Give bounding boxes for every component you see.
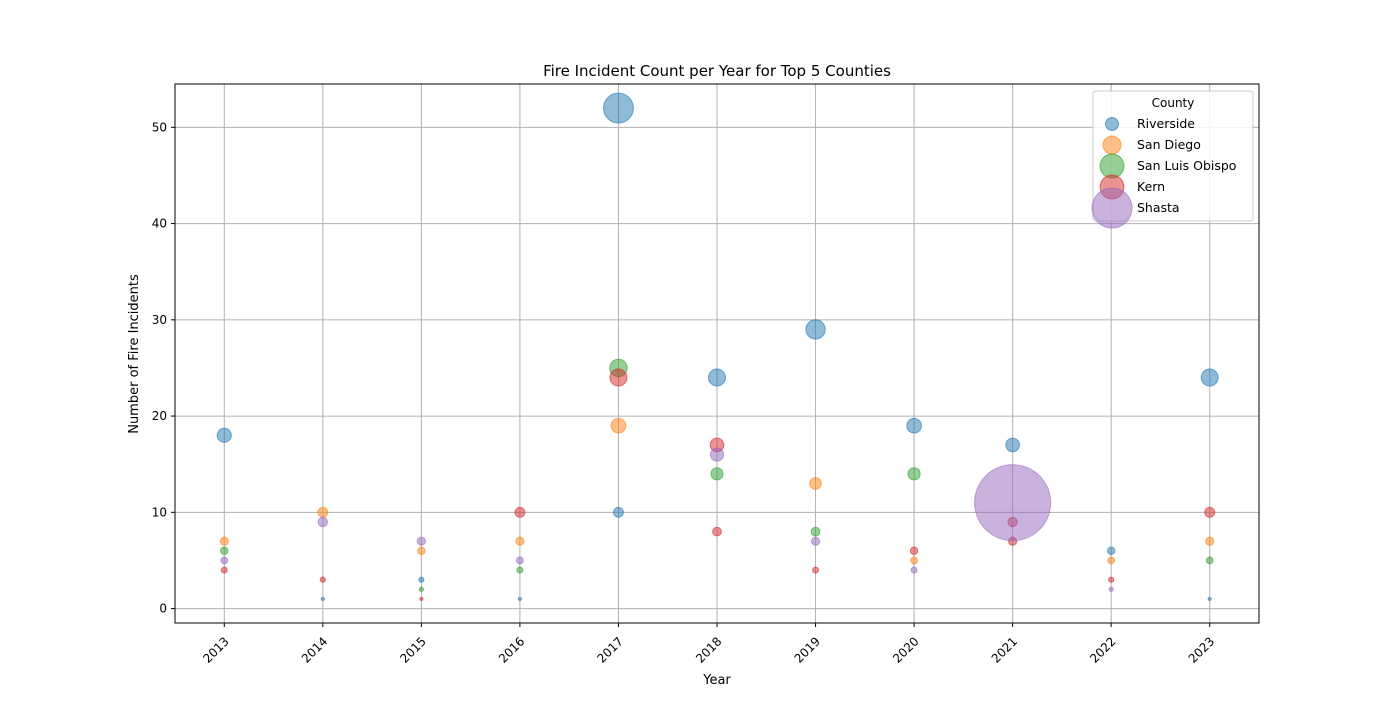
data-points [216, 92, 1219, 602]
legend-box [1092, 90, 1254, 222]
data-point-san-diego [610, 417, 627, 434]
x-tick-label: 2014 [299, 634, 330, 665]
data-point-riverside [805, 319, 826, 340]
data-point-san-diego [1107, 556, 1116, 565]
data-point-shasta [910, 566, 918, 574]
y-tick-label: 50 [152, 120, 167, 134]
data-point-san-diego [317, 506, 329, 518]
data-point-kern [220, 566, 228, 574]
data-point-kern [812, 566, 820, 574]
legend-label: Riverside [1137, 116, 1195, 131]
data-point-san-diego [910, 556, 918, 565]
data-point-riverside [320, 596, 325, 602]
data-point-shasta [1108, 586, 1114, 592]
data-point-riverside [707, 368, 727, 387]
y-axis-label: Number of Fire Incidents [127, 274, 142, 434]
data-point-kern [609, 368, 628, 387]
x-tick-label: 2015 [397, 634, 428, 665]
legend-label: Shasta [1137, 200, 1180, 215]
x-tick-label: 2017 [594, 634, 625, 665]
y-tick-label: 0 [159, 602, 167, 616]
x-tick-label: 2016 [496, 634, 527, 665]
x-tick-label: 2018 [693, 634, 724, 665]
legend-title: County [1152, 96, 1195, 110]
data-point-san-luis-obispo [516, 566, 524, 574]
data-point-san-diego [417, 546, 426, 556]
data-point-riverside [906, 417, 922, 434]
x-axis-label: Year [702, 673, 731, 688]
data-point-shasta [810, 536, 821, 546]
data-point-san-luis-obispo [810, 526, 821, 537]
data-point-san-diego [219, 536, 229, 546]
data-point-riverside [1005, 437, 1020, 453]
data-point-riverside [1106, 546, 1116, 556]
x-tick-label: 2020 [890, 634, 921, 665]
data-point-shasta [317, 516, 328, 528]
x-tick-label: 2013 [200, 634, 231, 665]
y-tick-label: 40 [152, 217, 167, 231]
legend-label: San Diego [1137, 137, 1201, 152]
data-point-san-luis-obispo [220, 546, 229, 556]
data-point-shasta [220, 556, 229, 565]
chart-title: Fire Incident Count per Year for Top 5 C… [543, 62, 891, 80]
tick-layer: 2013 2014 2015 2016 2017 2018 2019 2020 2021 2022… [152, 120, 1218, 665]
data-point-kern [419, 596, 424, 602]
y-tick-label: 20 [152, 409, 167, 423]
data-point-kern [712, 526, 722, 537]
data-point-shasta [416, 536, 426, 546]
data-point-san-diego [515, 536, 525, 546]
legend-marker [1105, 117, 1119, 131]
data-point-riverside [517, 596, 523, 602]
legend-marker [1102, 135, 1122, 155]
data-point-riverside [1200, 368, 1219, 387]
data-point-shasta [709, 447, 725, 462]
data-point-shasta [974, 464, 1052, 542]
x-tick-label: 2019 [792, 634, 823, 665]
x-tick-label: 2022 [1087, 634, 1118, 665]
data-point-san-diego [1205, 536, 1215, 546]
legend-label: San Luis Obispo [1137, 158, 1236, 173]
data-point-riverside [602, 92, 634, 124]
data-point-san-diego [809, 477, 822, 490]
data-point-kern [319, 576, 326, 583]
data-point-riverside [216, 427, 232, 443]
legend-marker [1091, 187, 1133, 229]
data-point-san-luis-obispo [907, 467, 921, 481]
x-tick-label: 2021 [989, 634, 1020, 665]
data-point-san-luis-obispo [1205, 556, 1214, 565]
data-point-shasta [516, 556, 524, 565]
x-tick-label: 2023 [1186, 634, 1217, 665]
legend: County Riverside San Diego San Luis Obispo K… [1091, 90, 1254, 229]
data-point-kern [514, 506, 526, 518]
data-point-kern [1204, 506, 1216, 518]
legend-label: Kern [1137, 179, 1165, 194]
y-tick-label: 10 [152, 505, 167, 519]
data-point-riverside [612, 506, 624, 518]
data-point-riverside [418, 576, 425, 583]
data-point-kern [1108, 576, 1115, 583]
data-point-kern [909, 546, 919, 556]
data-point-san-luis-obispo [418, 586, 424, 592]
legend-marker [1099, 153, 1125, 179]
data-point-riverside [1207, 596, 1212, 602]
y-tick-label: 30 [152, 313, 167, 327]
data-point-san-luis-obispo [710, 467, 724, 481]
